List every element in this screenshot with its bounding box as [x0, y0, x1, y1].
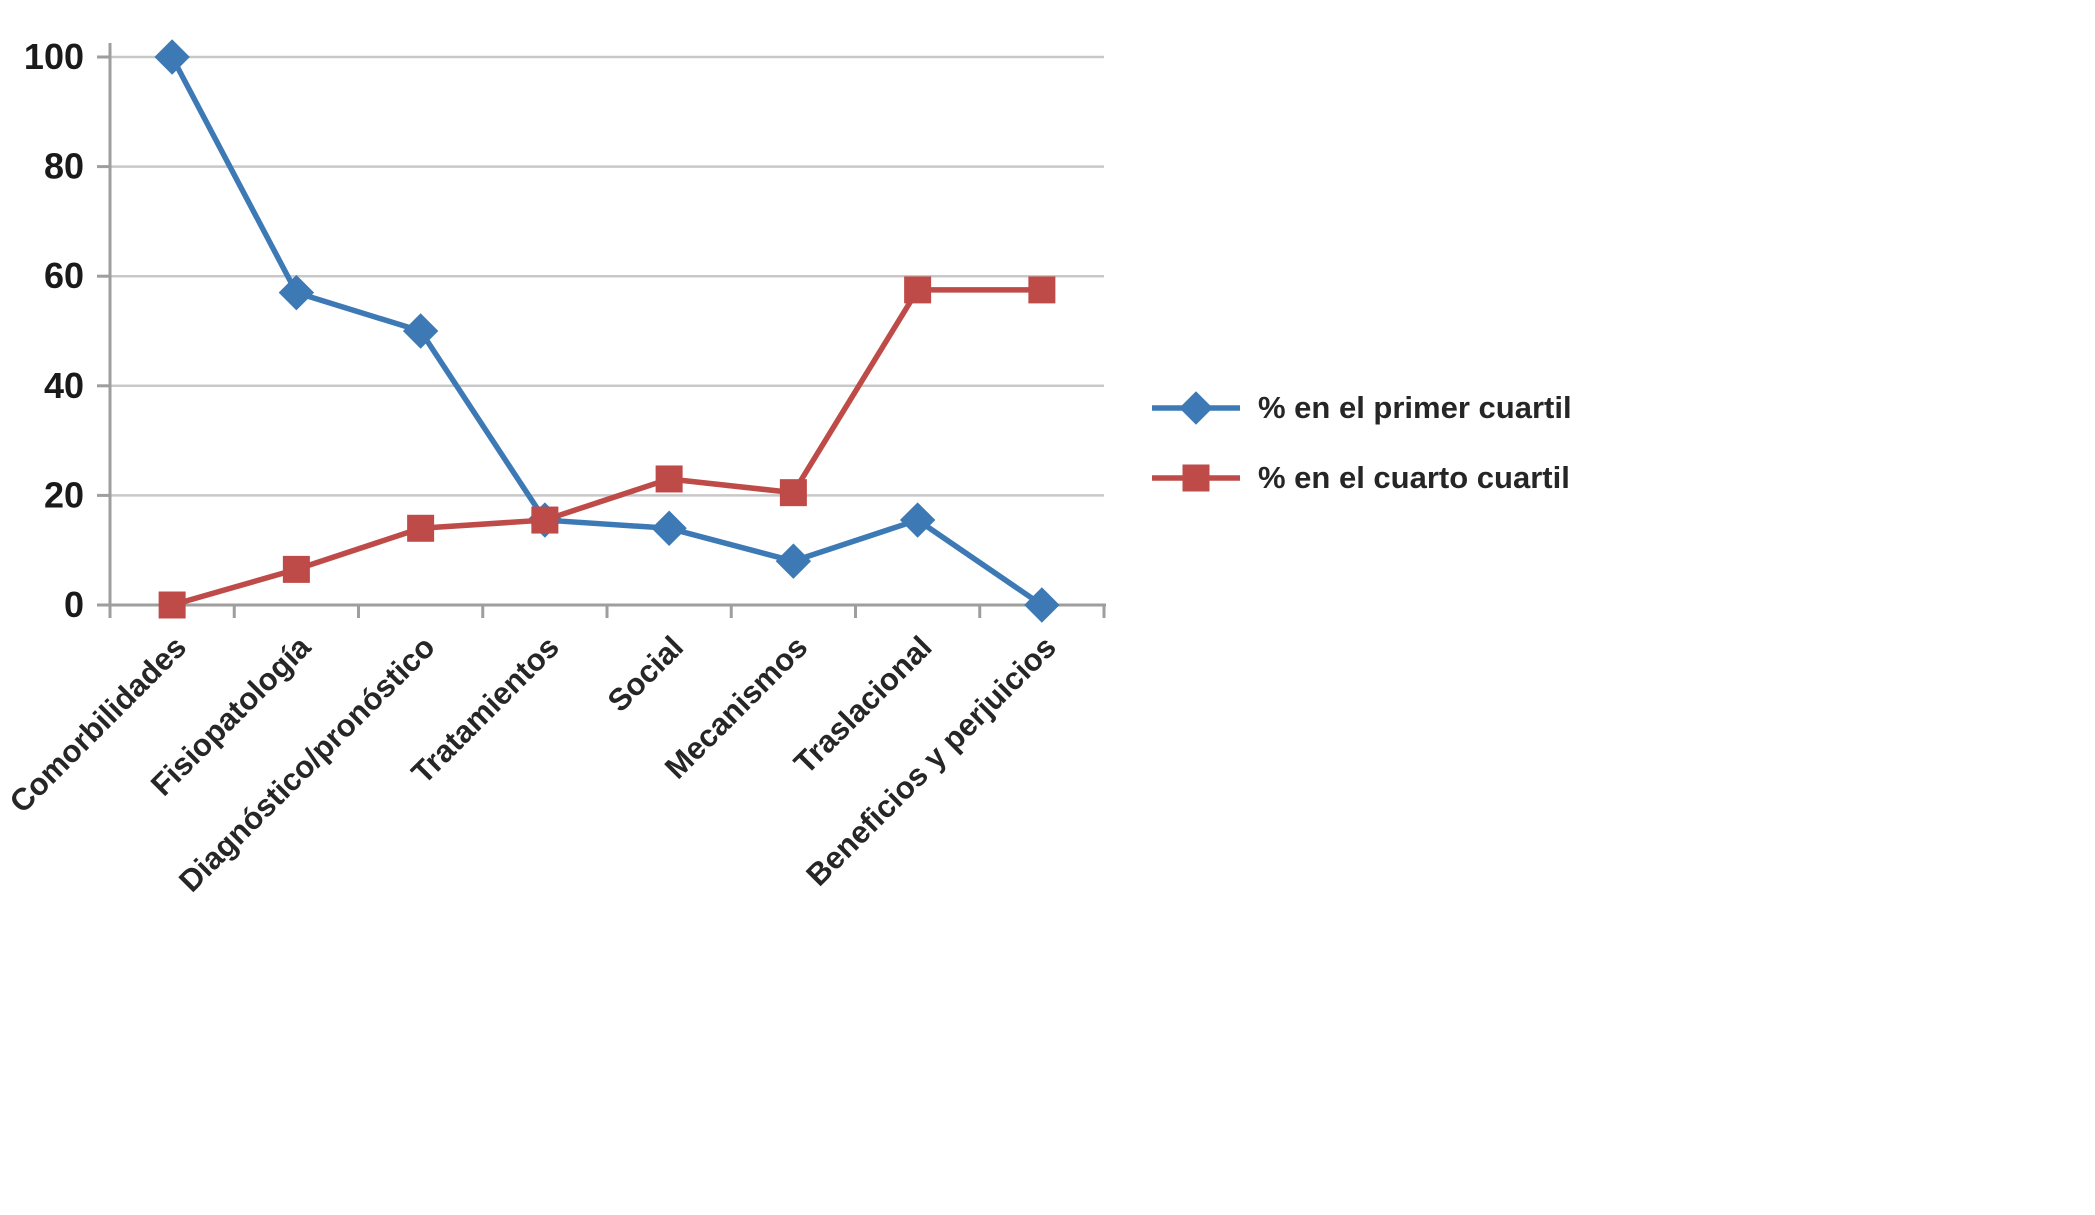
series-line [169, 54, 1045, 608]
diamond-marker [775, 543, 812, 579]
x-category-label: Social [601, 629, 690, 718]
gridlines [110, 55, 1104, 497]
square-marker [158, 591, 186, 619]
legend-label-primer-cuartil: % en el primer cuartil [1258, 390, 1572, 425]
square-marker [531, 506, 559, 534]
legend-item-cuarto-cuartil: % en el cuarto cuartil [1150, 458, 1572, 498]
y-tick-label: 40 [44, 365, 84, 406]
diamond-marker [278, 274, 315, 311]
x-category-label: Diagnóstico/pronóstico [172, 629, 442, 899]
legend-square-marker-icon [1152, 464, 1240, 492]
x-axis-ticks [108, 605, 1106, 618]
y-tick-label: 20 [44, 474, 84, 515]
y-tick-label: 100 [24, 36, 84, 77]
axes [108, 43, 1106, 607]
diamond-marker [1179, 391, 1213, 425]
square-marker [655, 465, 683, 493]
legend: % en el primer cuartil % en el cuarto cu… [1150, 388, 1572, 498]
square-marker [779, 479, 807, 507]
diamond-marker [899, 502, 936, 538]
diamond-marker [1024, 587, 1060, 623]
series-line [169, 287, 1045, 608]
diamond-marker [402, 313, 439, 349]
square-marker [904, 276, 932, 304]
square-marker [1182, 464, 1210, 492]
legend-diamond-marker-icon [1152, 391, 1240, 425]
y-axis-ticks: 0 20 40 60 80 100 [24, 36, 110, 625]
legend-item-primer-cuartil: % en el primer cuartil [1150, 388, 1572, 428]
diamond-marker [154, 39, 190, 75]
series-1 [158, 276, 1056, 619]
legend-label-cuarto-cuartil: % en el cuarto cuartil [1258, 460, 1570, 495]
series-0 [154, 39, 1060, 623]
x-category-label: Beneficios y perjuicios [799, 629, 1063, 893]
y-tick-label: 0 [64, 584, 84, 625]
y-tick-label: 80 [44, 146, 84, 187]
square-marker [282, 555, 310, 583]
y-tick-label: 60 [44, 255, 84, 296]
square-marker [1028, 276, 1056, 304]
diamond-marker [651, 510, 687, 546]
square-marker [407, 514, 435, 542]
x-category-labels: ComorbilidadesFisiopatologíaDiagnóstico/… [3, 629, 1063, 899]
